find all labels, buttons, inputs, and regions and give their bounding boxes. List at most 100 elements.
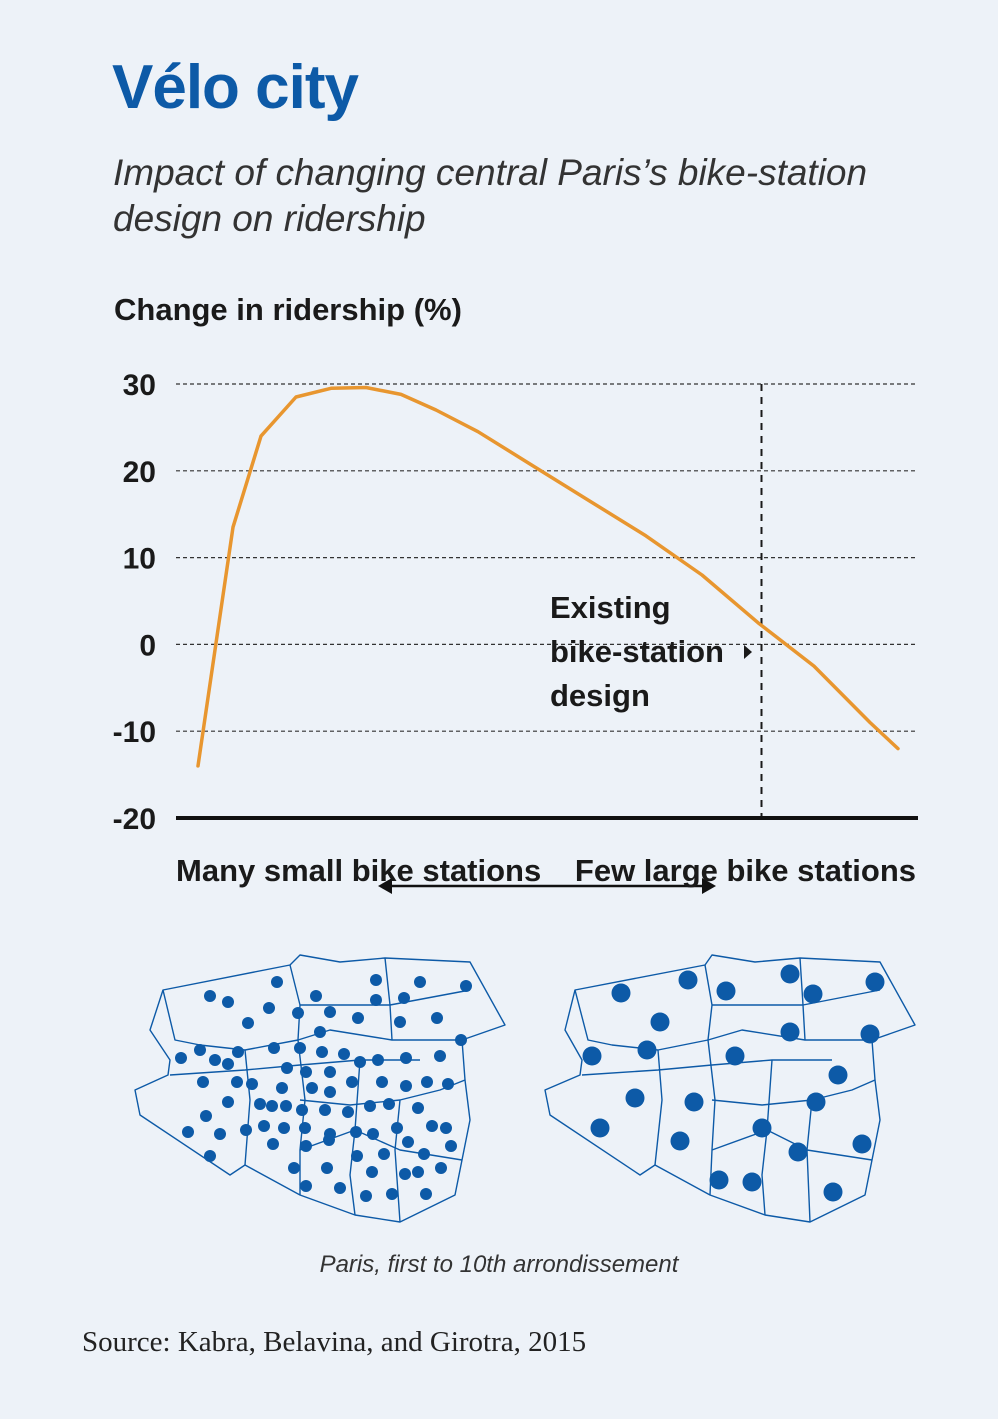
large-station-dot bbox=[823, 1182, 843, 1202]
small-station-dot bbox=[242, 1017, 254, 1029]
small-station-dot bbox=[288, 1162, 300, 1174]
y-tick-label: 0 bbox=[139, 629, 156, 662]
axis-left-end-label: Many small bike stations bbox=[176, 853, 542, 888]
small-station-dot bbox=[232, 1046, 244, 1058]
small-station-dot bbox=[455, 1034, 467, 1046]
large-station-dot bbox=[625, 1088, 645, 1108]
small-station-dot bbox=[258, 1120, 270, 1132]
large-station-dot bbox=[725, 1046, 745, 1066]
small-station-dot bbox=[376, 1076, 388, 1088]
small-station-dot bbox=[360, 1190, 372, 1202]
small-station-dot bbox=[300, 1140, 312, 1152]
small-station-dot bbox=[431, 1012, 443, 1024]
small-station-dot bbox=[440, 1122, 452, 1134]
y-tick-label: 10 bbox=[123, 543, 156, 576]
small-station-dot bbox=[246, 1078, 258, 1090]
small-station-dot bbox=[222, 996, 234, 1008]
small-station-dot bbox=[324, 1086, 336, 1098]
small-station-dot bbox=[214, 1128, 226, 1140]
existing-design-annotation: Existing bike-station design bbox=[550, 590, 724, 713]
small-station-dot bbox=[271, 976, 283, 988]
small-station-dot bbox=[310, 990, 322, 1002]
small-station-dot bbox=[209, 1054, 221, 1066]
small-station-dot bbox=[267, 1138, 279, 1150]
small-station-dot bbox=[314, 1026, 326, 1038]
y-tick-labels: 30 20 10 0 -10 -20 bbox=[113, 369, 156, 836]
chart-subtitle: Impact of changing central Paris’s bike-… bbox=[113, 152, 868, 239]
large-station-dot bbox=[752, 1118, 772, 1138]
small-station-dot bbox=[351, 1150, 363, 1162]
small-station-dot bbox=[334, 1182, 346, 1194]
large-station-dot bbox=[684, 1092, 704, 1112]
large-station-dot bbox=[828, 1065, 848, 1085]
small-station-dot bbox=[292, 1007, 304, 1019]
small-station-dot bbox=[399, 1168, 411, 1180]
source-note: Source: Kabra, Belavina, and Girotra, 20… bbox=[82, 1326, 587, 1358]
map-many-small-stations bbox=[134, 954, 506, 1223]
small-station-dot bbox=[426, 1120, 438, 1132]
map-caption: Paris, first to 10th arrondissement bbox=[319, 1251, 679, 1278]
small-station-dot bbox=[338, 1048, 350, 1060]
large-station-dot bbox=[678, 970, 698, 990]
small-station-dot bbox=[231, 1076, 243, 1088]
small-station-dot bbox=[367, 1128, 379, 1140]
large-station-dot bbox=[742, 1172, 762, 1192]
large-station-dot bbox=[865, 972, 885, 992]
small-station-dot bbox=[391, 1122, 403, 1134]
small-station-dot bbox=[434, 1050, 446, 1062]
large-station-dot bbox=[590, 1118, 610, 1138]
small-station-dot bbox=[378, 1148, 390, 1160]
small-station-dot bbox=[398, 992, 410, 1004]
small-station-dot bbox=[445, 1140, 457, 1152]
small-station-dot bbox=[294, 1042, 306, 1054]
small-station-dot bbox=[281, 1062, 293, 1074]
chart-title: Vélo city bbox=[112, 53, 359, 122]
small-station-dot bbox=[263, 1002, 275, 1014]
small-station-dot bbox=[323, 1134, 335, 1146]
small-station-dot bbox=[400, 1080, 412, 1092]
large-station-dot bbox=[806, 1092, 826, 1112]
small-station-dot bbox=[321, 1162, 333, 1174]
large-station-dot bbox=[582, 1046, 602, 1066]
small-station-dot bbox=[240, 1124, 252, 1136]
y-axis-label: Change in ridership (%) bbox=[114, 292, 462, 327]
small-station-dot bbox=[346, 1076, 358, 1088]
gridlines bbox=[176, 383, 918, 732]
small-station-dot bbox=[222, 1058, 234, 1070]
small-station-dot bbox=[316, 1046, 328, 1058]
large-station-dot bbox=[611, 983, 631, 1003]
small-station-dot bbox=[300, 1066, 312, 1078]
small-station-dot bbox=[370, 994, 382, 1006]
annotation-arrow bbox=[744, 645, 752, 659]
axis-right-end-label: Few large bike stations bbox=[574, 853, 916, 888]
small-station-dot bbox=[319, 1104, 331, 1116]
small-station-dot bbox=[350, 1126, 362, 1138]
y-tick-label: 20 bbox=[123, 456, 156, 489]
small-station-dot bbox=[394, 1016, 406, 1028]
small-station-dot bbox=[268, 1042, 280, 1054]
large-station-dot bbox=[788, 1142, 808, 1162]
small-station-dot bbox=[414, 976, 426, 988]
small-station-dot bbox=[200, 1110, 212, 1122]
small-station-dot bbox=[300, 1180, 312, 1192]
small-station-dot bbox=[194, 1044, 206, 1056]
large-station-dot bbox=[852, 1134, 872, 1154]
small-station-dot bbox=[278, 1122, 290, 1134]
small-station-dot bbox=[420, 1188, 432, 1200]
small-station-dot bbox=[383, 1098, 395, 1110]
small-station-dot bbox=[175, 1052, 187, 1064]
y-tick-label: 30 bbox=[123, 369, 156, 402]
small-station-dot bbox=[352, 1012, 364, 1024]
large-station-dot bbox=[780, 1022, 800, 1042]
small-station-dot bbox=[460, 980, 472, 992]
small-station-dot bbox=[342, 1106, 354, 1118]
small-station-dot bbox=[435, 1162, 447, 1174]
y-tick-label: -20 bbox=[113, 803, 156, 836]
small-station-dot bbox=[412, 1102, 424, 1114]
small-station-dot bbox=[204, 990, 216, 1002]
small-station-dot bbox=[421, 1076, 433, 1088]
small-station-dot bbox=[412, 1166, 424, 1178]
large-station-dot bbox=[670, 1131, 690, 1151]
small-station-dot bbox=[372, 1054, 384, 1066]
small-station-dot bbox=[366, 1166, 378, 1178]
